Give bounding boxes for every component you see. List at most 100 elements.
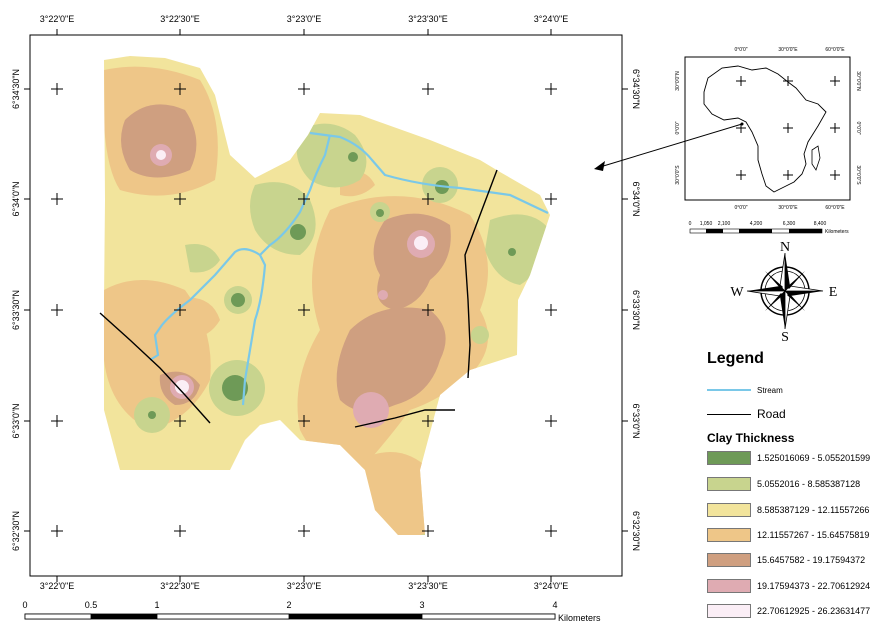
scale-label: 4 — [552, 600, 557, 610]
bottom-lon-label: 3°23'30"E — [408, 581, 448, 591]
graticule-cross — [422, 415, 434, 427]
clay-zone-white-2 — [414, 236, 428, 250]
road-east — [464, 169, 498, 379]
clay-zone-southcentral-brown — [336, 307, 446, 412]
bottom-lon-label: 3°23'0"E — [287, 581, 322, 591]
graticule-cross — [51, 83, 63, 95]
graticule-cross — [545, 304, 557, 316]
inset-graticule — [736, 76, 840, 180]
legend-class-row: 8.585387129 - 12.11557266 — [707, 502, 869, 518]
clay-zone-white-3 — [175, 380, 189, 394]
right-lat-label: 6°32'30"N — [631, 511, 641, 551]
graticule-cross — [298, 415, 310, 427]
legend-road-row: Road — [707, 407, 786, 421]
class-swatch — [707, 604, 751, 618]
right-lat-label: 6°34'30"N — [631, 69, 641, 109]
top-lon-label: 3°23'0"E — [287, 14, 322, 24]
clay-zone-green-e3 — [471, 326, 489, 344]
scale-label: 3 — [419, 600, 424, 610]
clay-zone-pink-5 — [378, 290, 388, 300]
compass-s: S — [781, 330, 789, 345]
top-ticks — [24, 29, 628, 582]
graticule-cross — [51, 193, 63, 205]
graticule-cross — [51, 304, 63, 316]
class-label: 15.6457582 - 19.17594372 — [757, 555, 866, 565]
legend-class-row: 15.6457582 - 19.17594372 — [707, 552, 865, 568]
clay-zone-darkgreen-5 — [222, 375, 248, 401]
graticule-cross — [545, 193, 557, 205]
stream-west — [149, 134, 332, 361]
africa-outline — [703, 65, 827, 193]
clay-zone-pink-3 — [353, 392, 389, 428]
graticule-cross — [422, 304, 434, 316]
bottom-lon-label: 3°22'30"E — [160, 581, 200, 591]
legend-class-row: 5.0552016 - 8.585387128 — [707, 476, 860, 492]
inset-top-label: 0°0'0" — [734, 47, 747, 53]
graticule-cross — [545, 525, 557, 537]
compass-e: E — [829, 285, 838, 300]
class-swatch — [707, 503, 751, 517]
compass-w: W — [730, 285, 744, 300]
class-label: 19.17594373 - 22.70612924 — [757, 581, 871, 591]
road-south — [354, 409, 455, 428]
location-pointer-arrow — [594, 123, 743, 171]
legend-class-row: 12.11557267 - 15.64575819 — [707, 527, 869, 543]
inset-scale-label: 1,050 — [700, 221, 713, 227]
graticule-cross — [51, 525, 63, 537]
clay-zone-darkgreen-1 — [348, 152, 358, 162]
clay-zone-nw-brown — [121, 104, 197, 178]
top-lon-label: 3°24'0"E — [534, 14, 569, 24]
madagascar-outline — [811, 145, 821, 171]
clay-zone-green-n — [296, 123, 367, 188]
clay-zone-green-w — [185, 244, 220, 273]
scale-unit: Kilometers — [558, 613, 601, 623]
legend-stream-row: Stream — [707, 383, 783, 397]
legend-road-label: Road — [757, 407, 786, 421]
clay-zone-darkgreen-4 — [231, 293, 245, 307]
inset-left-label: 30°0'0"N — [675, 71, 681, 91]
scale-bar: 0 0.5 1 2 3 4 Kilometers — [22, 600, 601, 623]
inset-top-label: 30°0'0"E — [778, 47, 798, 53]
bottom-lon-label: 3°22'0"E — [40, 581, 75, 591]
inset-map: 0°0'0" 30°0'0"E 60°0'0"E 0°0'0" 30°0'0"E… — [675, 47, 861, 235]
clay-zone-darkgreen-7 — [508, 248, 516, 256]
graticule-cross — [298, 193, 310, 205]
inset-left-label: 0°0'0" — [675, 121, 681, 134]
inset-scale-unit: Kilometers — [825, 229, 849, 235]
graticule-cross — [545, 415, 557, 427]
inset-scale-label: 8,400 — [814, 221, 827, 227]
inset-scale-label: 4,200 — [750, 221, 763, 227]
graticule-cross — [545, 83, 557, 95]
road-line-icon — [707, 413, 751, 415]
graticule-cross — [298, 83, 310, 95]
clay-zone-white-1 — [156, 150, 166, 160]
left-lat-label: 6°33'0"N — [11, 403, 21, 438]
left-lat-label: 6°33'30"N — [11, 290, 21, 330]
left-lat-label: 6°32'30"N — [11, 511, 21, 551]
graticule-cross — [174, 193, 186, 205]
legend-class-row: 22.70612925 - 26.23631477 — [707, 603, 870, 619]
inset-right-label: 30°0'0"N — [855, 71, 861, 91]
scale-label: 0 — [22, 600, 27, 610]
left-lat-label: 6°34'0"N — [11, 181, 21, 216]
inset-scale-label: 2,100 — [718, 221, 731, 227]
clay-zone-darkgreen-8 — [376, 209, 384, 217]
inset-scale-label: 0 — [689, 221, 692, 227]
legend-stream-label: Stream — [757, 385, 783, 395]
class-label: 8.585387129 - 12.11557266 — [757, 505, 870, 515]
inset-bottom-label: 60°0'0"E — [825, 205, 845, 211]
class-label: 12.11557267 - 15.64575819 — [757, 530, 870, 540]
graticule-cross — [422, 83, 434, 95]
inset-right-label: 30°0'0"S — [855, 165, 861, 185]
class-swatch — [707, 579, 751, 593]
graticule-cross — [174, 304, 186, 316]
graticule-cross — [174, 415, 186, 427]
class-label: 22.70612925 - 26.23631477 — [757, 606, 871, 616]
clay-zone-darkgreen-3 — [290, 224, 306, 240]
inset-scale-label: 6,300 — [783, 221, 796, 227]
right-lat-label: 6°34'0"N — [631, 181, 641, 216]
stream-line-icon — [707, 389, 751, 391]
graticule-cross — [422, 193, 434, 205]
road-network — [99, 169, 498, 428]
